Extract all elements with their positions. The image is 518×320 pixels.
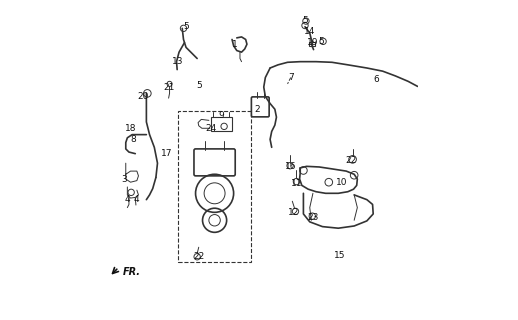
Text: 5: 5 [183, 22, 189, 31]
Text: 3: 3 [121, 174, 127, 184]
Bar [211, 117, 232, 132]
Text: 9: 9 [218, 111, 224, 120]
Text: 22: 22 [193, 252, 205, 261]
Text: 5: 5 [302, 16, 308, 25]
Text: 8: 8 [131, 135, 137, 144]
Text: 6: 6 [373, 75, 379, 84]
Text: 18: 18 [125, 124, 136, 133]
Text: 5: 5 [196, 81, 202, 90]
Text: 10: 10 [336, 178, 347, 187]
Text: 7: 7 [288, 73, 294, 82]
Text: 19: 19 [307, 38, 319, 47]
Text: 23: 23 [307, 212, 319, 222]
Text: 13: 13 [172, 57, 184, 66]
Text: 1: 1 [233, 40, 238, 49]
Text: 15: 15 [334, 251, 346, 260]
Text: 2: 2 [255, 105, 260, 114]
Bar [309, 42, 315, 46]
Bar [178, 111, 251, 261]
Text: 17: 17 [161, 149, 173, 158]
Text: 24: 24 [206, 124, 217, 133]
Text: 4: 4 [134, 195, 140, 204]
Text: 22: 22 [346, 156, 356, 164]
Text: 12: 12 [288, 208, 299, 217]
Text: 4: 4 [124, 195, 130, 204]
Text: 16: 16 [285, 162, 296, 171]
Text: 21: 21 [163, 83, 174, 92]
Text: 11: 11 [291, 179, 303, 188]
Text: 5: 5 [318, 36, 324, 45]
Text: 14: 14 [304, 27, 315, 36]
Text: 20: 20 [137, 92, 149, 101]
Text: FR.: FR. [123, 267, 141, 277]
